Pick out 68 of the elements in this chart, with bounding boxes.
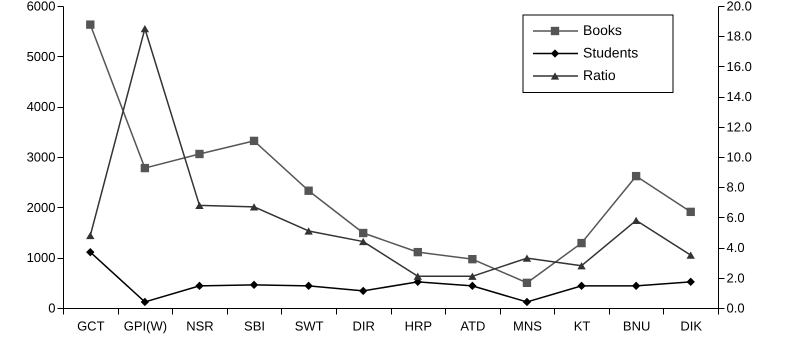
point (86, 248, 94, 256)
x-tick-label: SBI (244, 318, 266, 334)
point (140, 25, 150, 32)
y2-tick-label: 0.0 (726, 300, 745, 316)
point (359, 286, 368, 296)
point (632, 282, 640, 290)
point (686, 208, 695, 216)
point (468, 254, 477, 264)
point (359, 228, 368, 238)
y-tick-label: 1000 (26, 250, 56, 266)
legend-label: Ratio (583, 67, 616, 83)
legend-label: Books (583, 22, 622, 38)
y2-tick-label: 12.0 (726, 119, 752, 134)
x-tick-label: SWT (294, 318, 324, 334)
y2-tick-label: 18.0 (726, 28, 752, 44)
y-tick-label: 4000 (26, 99, 56, 114)
x-tick-label: DIK (680, 318, 702, 334)
point (522, 278, 532, 288)
point (632, 216, 640, 224)
point (304, 227, 313, 235)
y-tick-label: 2000 (26, 200, 56, 215)
point (195, 150, 204, 158)
point (304, 282, 313, 290)
legend-label: Students (583, 44, 638, 60)
y-tick-label: 3000 (26, 150, 56, 164)
y2-tick-label: 14.0 (726, 89, 752, 104)
y2-tick-label: 4.0 (726, 240, 745, 256)
point (140, 164, 150, 172)
x-tick-label: NSR (186, 318, 214, 334)
point (686, 278, 695, 286)
x-tick-label: MNS (513, 318, 542, 334)
point (304, 186, 313, 195)
point (632, 172, 640, 180)
point (468, 272, 477, 280)
point (250, 136, 258, 146)
y2-tick-label: 6.0 (726, 210, 745, 225)
x-tick-label: HRP (404, 318, 432, 334)
y2-tick-label: 10.0 (726, 150, 752, 164)
point (86, 232, 94, 240)
point (195, 282, 204, 290)
point (195, 202, 204, 209)
x-tick-label: BNU (622, 318, 650, 334)
point (250, 280, 258, 290)
y2-tick-label: 8.0 (726, 180, 745, 195)
point (577, 262, 586, 270)
point (577, 238, 586, 248)
point (577, 282, 586, 290)
point (140, 298, 150, 306)
point (359, 238, 368, 246)
point (468, 282, 477, 290)
x-tick-label: GCT (77, 318, 105, 334)
point (522, 254, 532, 262)
point (522, 298, 532, 306)
y-tick-label: 6000 (26, 0, 56, 14)
point (414, 272, 422, 280)
x-tick-label: DIR (352, 318, 375, 334)
point (414, 248, 422, 256)
y-tick-label: 5000 (26, 48, 56, 64)
y2-tick-label: 2.0 (726, 270, 745, 286)
point (686, 252, 695, 259)
y2-tick-label: 20.0 (726, 0, 752, 14)
x-tick-label: GPI(W) (124, 318, 168, 334)
y-tick-label: 0 (48, 300, 56, 316)
x-tick-label: KT (574, 318, 590, 334)
x-tick-label: ATD (460, 318, 486, 334)
point (86, 20, 94, 29)
point (250, 203, 258, 210)
y2-tick-label: 16.0 (726, 58, 752, 74)
